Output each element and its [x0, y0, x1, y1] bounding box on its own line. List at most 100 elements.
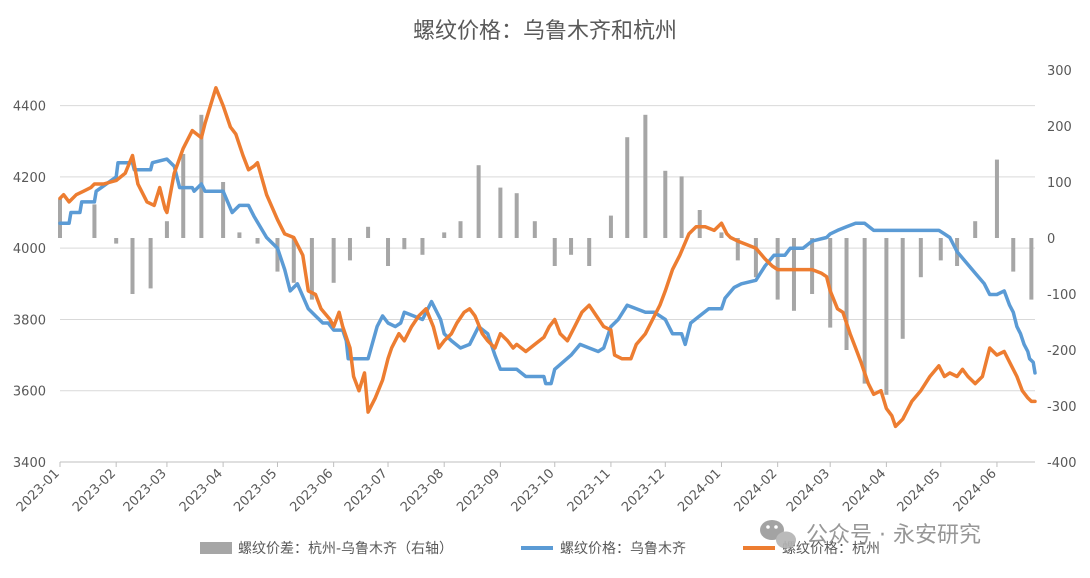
- spread-bar: [697, 210, 702, 238]
- spread-bar: [58, 198, 62, 238]
- spread-bars: [58, 114, 1034, 395]
- legend: 螺纹价差：杭州-乌鲁木齐（右轴） 螺纹价格：乌鲁木齐 螺纹价格：杭州: [200, 541, 880, 557]
- wechat-icon: [760, 520, 796, 549]
- spread-bar: [552, 238, 557, 266]
- x-tick-label: 2024-03: [784, 466, 833, 515]
- x-tick-label: 2023-03: [121, 466, 170, 515]
- x-tick-label: 2023-11: [565, 466, 614, 515]
- spread-bar: [221, 182, 226, 238]
- spread-bar: [663, 170, 668, 238]
- spread-bar: [938, 238, 943, 261]
- spread-bar: [309, 238, 314, 300]
- y-right-tick-label: 200: [1047, 120, 1072, 135]
- x-tick-label: 2023-09: [454, 466, 503, 515]
- spread-bar: [862, 238, 867, 384]
- legend-label-spread: 螺纹价差：杭州-乌鲁木齐（右轴）: [238, 541, 453, 557]
- spread-bar: [181, 154, 186, 238]
- y-right-tick-label: 100: [1047, 176, 1072, 191]
- spread-bar: [164, 221, 169, 238]
- y-left-tick-label: 4000: [13, 242, 46, 257]
- x-tick-label: 2024-04: [840, 466, 889, 515]
- spread-bar: [810, 238, 815, 294]
- x-tick-label: 2023-06: [287, 466, 336, 515]
- spread-bar: [608, 215, 613, 238]
- hangzhou-price-line: [58, 86, 1037, 429]
- x-tick-label: 2024-05: [895, 466, 944, 515]
- spread-bar: [973, 221, 978, 238]
- spread-bar: [148, 238, 153, 289]
- spread-bar: [625, 137, 630, 238]
- spread-bar: [791, 238, 796, 311]
- spread-bar: [237, 232, 242, 238]
- x-tick-label: 2023-04: [177, 466, 226, 515]
- y-right-tick-label: -300: [1047, 400, 1077, 415]
- spread-bar: [918, 238, 923, 278]
- y-left-tick-label: 3800: [13, 313, 46, 328]
- spread-bar: [719, 232, 724, 238]
- y-right-tick-label: 300: [1047, 64, 1072, 79]
- urumqi-price-line: [58, 157, 1037, 386]
- spread-bar: [458, 221, 463, 238]
- spread-bar: [884, 238, 889, 395]
- x-tick-label: 2024-06: [951, 466, 1000, 515]
- spread-bar: [420, 238, 425, 255]
- y-right-tick-label: -400: [1047, 456, 1077, 471]
- spread-bar: [130, 238, 135, 294]
- spread-bar: [114, 238, 119, 244]
- spread-bar: [402, 238, 407, 250]
- x-tick-label: 2023-07: [342, 466, 391, 515]
- chart-title: 螺纹价格：乌鲁木齐和杭州: [413, 19, 677, 44]
- spread-bar: [828, 238, 833, 328]
- price-lines: [58, 86, 1037, 429]
- spread-bar: [476, 165, 481, 238]
- spread-bar: [587, 238, 592, 266]
- spread-bar: [442, 232, 447, 238]
- spread-bar: [753, 238, 758, 278]
- x-tick-label: 2024-01: [675, 466, 724, 515]
- spread-bar: [900, 238, 905, 339]
- y-left-tick-label: 4400: [13, 100, 46, 115]
- spread-bar: [1011, 238, 1016, 272]
- spread-bar: [514, 193, 519, 238]
- spread-bar: [994, 159, 999, 238]
- spread-bar: [532, 221, 537, 238]
- spread-bar: [386, 238, 391, 266]
- x-tick-label: 2023-05: [231, 466, 280, 515]
- watermark: 公众号 · 永安研究: [760, 520, 981, 549]
- x-tick-label: 2024-02: [731, 466, 780, 515]
- legend-label-hangzhou: 螺纹价格：杭州: [782, 541, 880, 557]
- y-left-tick-labels: 3400 3600 3800 4000 4200 4400: [13, 100, 46, 471]
- spread-bar: [569, 238, 574, 255]
- y-right-tick-labels: -400 -300 -200 -100 0 100 200 300: [1047, 64, 1077, 471]
- y-left-tick-label: 3600: [13, 385, 46, 400]
- x-tick-label: 2023-01: [14, 466, 63, 515]
- spread-bar: [275, 238, 280, 272]
- spread-bar: [291, 238, 296, 283]
- x-tick-label: 2023-02: [70, 466, 119, 515]
- y-right-tick-label: -100: [1047, 288, 1077, 303]
- x-tick-label: 2023-08: [398, 466, 447, 515]
- spread-bar: [498, 187, 503, 238]
- y-left-tick-label: 4200: [13, 171, 46, 186]
- y-left-tick-label: 3400: [13, 456, 46, 471]
- x-tick-labels: 2023-01 2023-02 2023-03 2023-04 2023-05 2023-…: [14, 462, 1000, 515]
- spread-bar: [255, 238, 260, 244]
- legend-label-urumqi: 螺纹价格：乌鲁木齐: [560, 541, 686, 557]
- spread-bar: [1029, 238, 1034, 300]
- spread-bar: [199, 114, 204, 238]
- y-right-tick-label: -200: [1047, 344, 1077, 359]
- watermark-text: 公众号 · 永安研究: [806, 523, 981, 548]
- grid-lines: [60, 105, 1035, 392]
- spread-bar: [735, 238, 740, 261]
- spread-bar: [844, 238, 849, 350]
- spread-bar: [347, 238, 352, 261]
- spread-bar: [366, 226, 371, 238]
- spread-bar: [679, 176, 684, 238]
- x-tick-label: 2023-12: [619, 466, 668, 515]
- legend-swatch-spread: [200, 542, 232, 554]
- x-tick-label: 2023-10: [509, 466, 558, 515]
- spread-bar: [643, 114, 648, 238]
- y-right-tick-label: 0: [1047, 232, 1055, 247]
- spread-bar: [331, 238, 336, 283]
